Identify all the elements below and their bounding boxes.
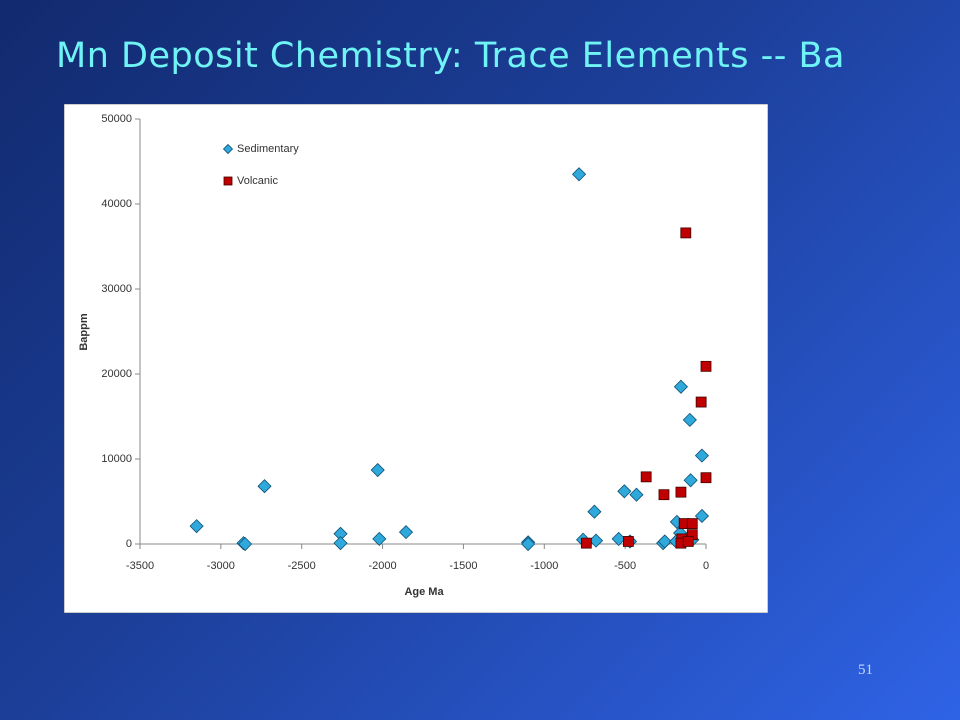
y-tick-label: 50000 xyxy=(101,113,132,125)
legend-marker xyxy=(222,143,234,155)
x-tick-label: -2500 xyxy=(288,560,316,572)
data-point xyxy=(622,536,634,547)
data-point xyxy=(658,489,670,501)
data-point xyxy=(700,360,712,372)
data-point xyxy=(398,525,414,540)
y-axis-label: Bappm xyxy=(78,313,90,351)
x-tick-label: -1000 xyxy=(530,560,558,572)
x-tick-label: -1500 xyxy=(449,560,477,572)
data-point xyxy=(257,479,272,494)
data-point xyxy=(680,227,692,239)
legend-label: Volcanic xyxy=(237,175,278,187)
data-point xyxy=(333,536,348,551)
data-point xyxy=(521,536,536,552)
x-tick-label: -3500 xyxy=(126,560,154,572)
data-point xyxy=(683,473,698,488)
x-axis-label: Age Ma xyxy=(404,586,444,598)
y-tick-label: 10000 xyxy=(101,453,132,465)
data-point xyxy=(682,412,697,427)
data-point xyxy=(372,531,387,546)
chart: Age Ma Bappm 0 10000 20000 30000 40000 50000 -… xyxy=(63,103,769,614)
data-point xyxy=(657,534,672,549)
y-tick-label: 30000 xyxy=(101,283,132,295)
data-point xyxy=(580,537,592,549)
data-point xyxy=(189,519,204,534)
data-point xyxy=(682,536,694,547)
data-point xyxy=(617,484,632,499)
x-tick-label: 0 xyxy=(703,560,709,572)
x-tick-label: -2000 xyxy=(369,560,397,572)
data-point xyxy=(686,518,698,530)
legend-label: Sedimentary xyxy=(237,143,299,155)
page-number: 51 xyxy=(858,662,873,678)
data-point xyxy=(694,448,710,463)
data-point xyxy=(571,167,587,182)
data-point xyxy=(629,487,644,502)
data-point xyxy=(238,536,253,552)
x-tick-label: -500 xyxy=(614,560,636,572)
data-point xyxy=(370,462,385,478)
chart-background xyxy=(63,103,769,614)
y-tick-label: 40000 xyxy=(101,198,132,210)
data-point xyxy=(587,504,602,519)
data-point xyxy=(695,396,707,408)
y-tick-label: 0 xyxy=(126,538,132,550)
chart-container: Age Ma Bappm 0 10000 20000 30000 40000 50000 -… xyxy=(63,103,769,617)
data-point xyxy=(673,379,688,394)
data-point xyxy=(675,486,687,498)
data-point xyxy=(640,471,652,483)
slide-title: Mn Deposit Chemistry: Trace Elements -- … xyxy=(56,36,845,76)
x-tick-label: -3000 xyxy=(207,560,235,572)
legend-marker xyxy=(223,176,233,186)
data-point xyxy=(694,508,710,524)
data-point xyxy=(700,472,712,484)
y-tick-label: 20000 xyxy=(101,368,132,380)
